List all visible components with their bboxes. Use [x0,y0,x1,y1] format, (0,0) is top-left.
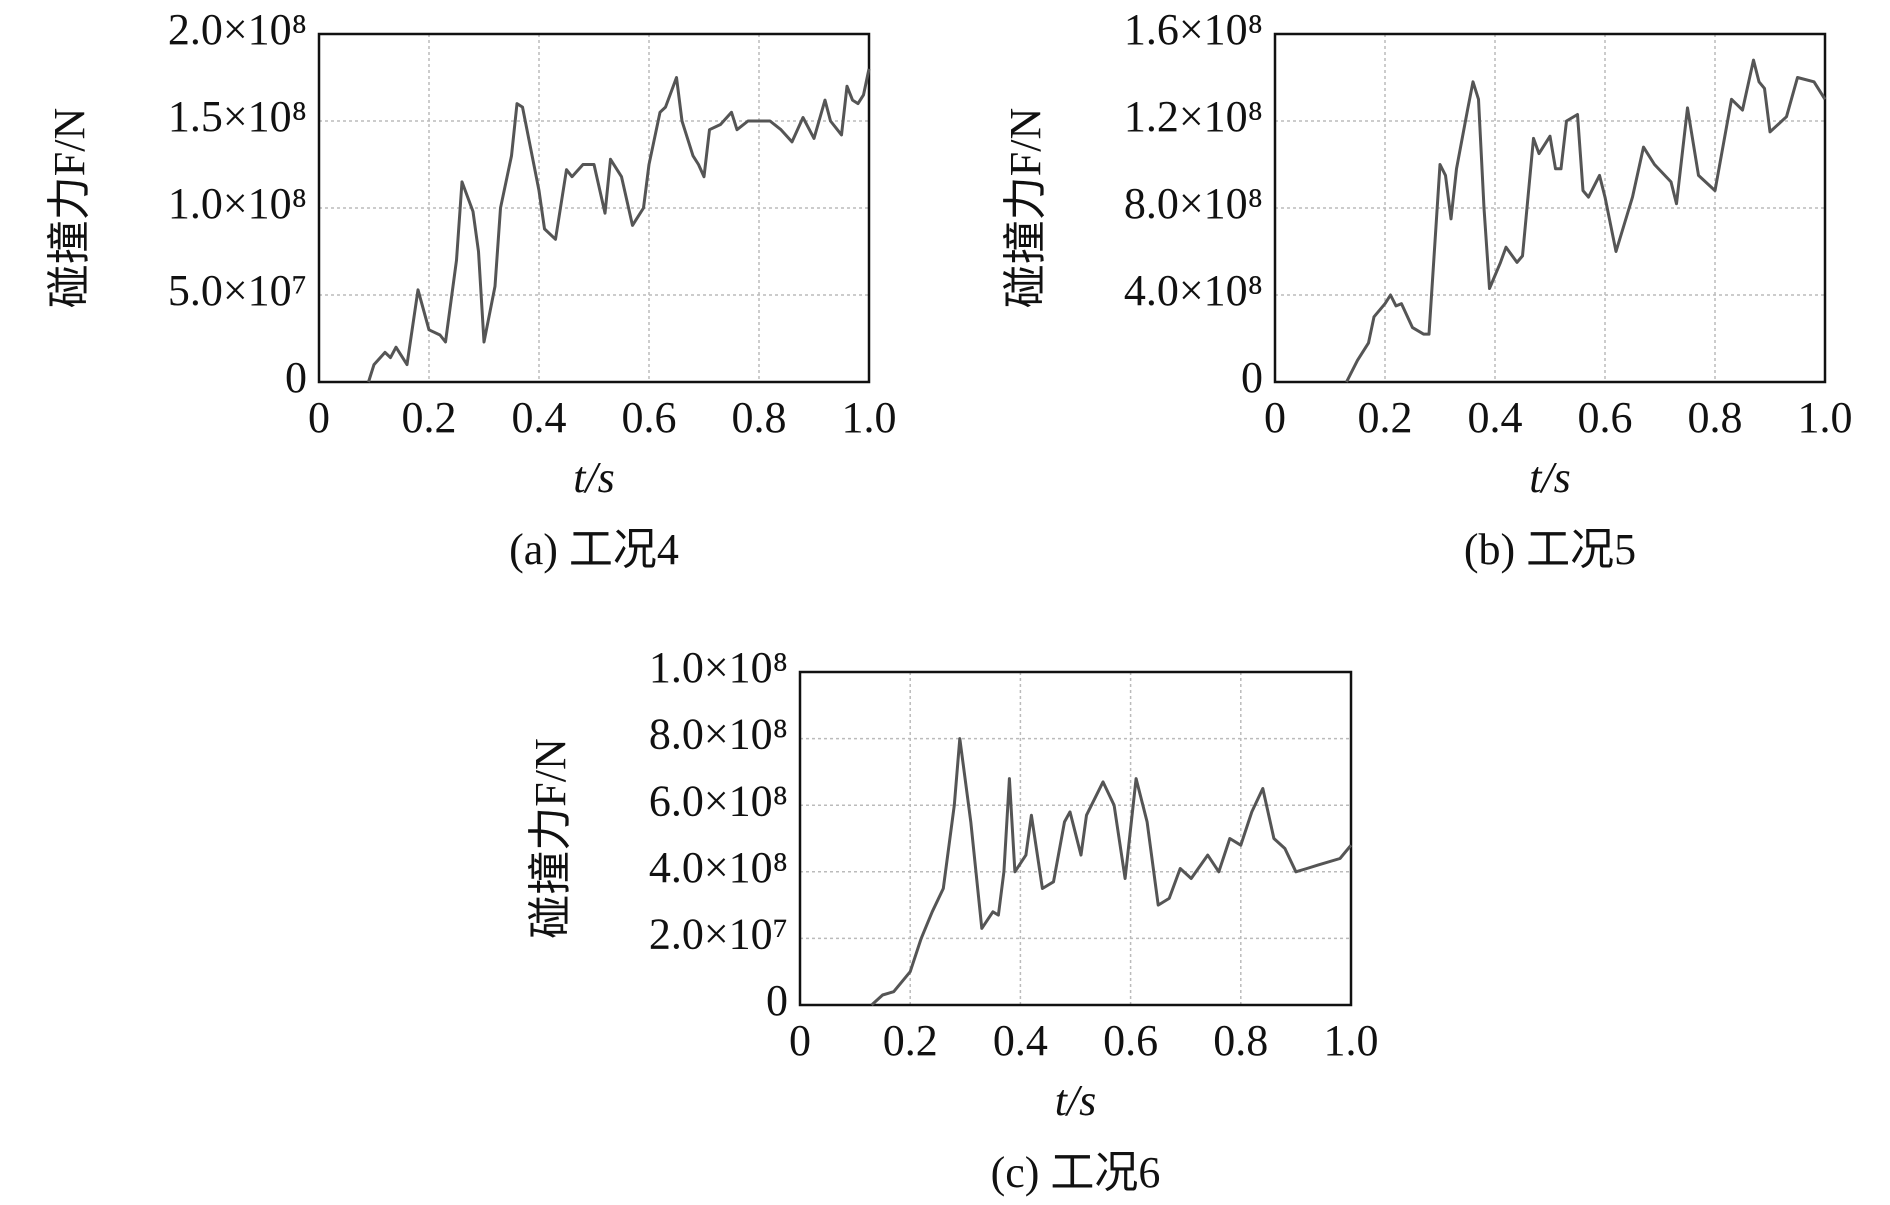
y-tick-label: 1.0×10⁸ [168,179,307,228]
y-tick-label: 2.0×10⁸ [168,5,307,54]
x-tick-label: 0.4 [512,393,567,442]
caption: (c) 工况6 [991,1148,1161,1197]
y-tick-label: 8.0×10⁸ [1124,179,1263,228]
y-tick-label: 2.0×10⁷ [649,909,788,958]
y-tick-label: 5.0×10⁷ [168,266,307,315]
data-line [1345,58,1827,383]
x-tick-label: 0 [308,393,330,442]
x-tick-label: 1.0 [1798,393,1853,442]
x-tick-label: 1.0 [1324,1016,1379,1065]
data-line [367,68,871,383]
y-tick-label: 6.0×10⁸ [649,776,788,825]
x-tick-label: 0.6 [1103,1016,1158,1065]
y-tick-label: 0 [285,353,307,402]
x-tick-label: 0.4 [993,1016,1048,1065]
x-tick-label: 0.8 [1213,1016,1268,1065]
y-axis-label: 碰撞力F/N [526,738,575,938]
y-tick-label: 1.2×10⁸ [1124,92,1263,141]
x-tick-label: 0 [789,1016,811,1065]
y-tick-label: 0 [1241,353,1263,402]
y-tick-label: 4.0×10⁸ [1124,266,1263,315]
x-axis-label: t/s [1529,453,1571,502]
x-tick-label: 1.0 [842,393,897,442]
plot-frame [798,670,1353,1007]
caption: (b) 工况5 [1464,525,1636,574]
x-axis-label: t/s [573,453,615,502]
x-tick-label: 0.2 [402,393,457,442]
plot-frame [317,32,871,384]
x-tick-label: 0.8 [732,393,787,442]
y-tick-label: 1.5×10⁸ [168,92,307,141]
data-line [870,737,1353,1007]
x-tick-label: 0.8 [1688,393,1743,442]
y-tick-label: 1.6×10⁸ [1124,5,1263,54]
x-tick-label: 0.6 [622,393,677,442]
caption: (a) 工况4 [509,525,679,574]
y-tick-label: 1.0×10⁸ [649,643,788,692]
plot-frame [1273,32,1827,384]
x-tick-label: 0.6 [1578,393,1633,442]
y-axis-label: 碰撞力F/N [1001,108,1050,308]
y-axis-label: 碰撞力F/N [45,108,94,308]
y-tick-label: 4.0×10⁸ [649,843,788,892]
y-tick-label: 8.0×10⁸ [649,710,788,759]
x-tick-label: 0.2 [883,1016,938,1065]
x-tick-label: 0.2 [1358,393,1413,442]
x-tick-label: 0 [1264,393,1286,442]
x-axis-label: t/s [1055,1076,1097,1125]
x-tick-label: 0.4 [1468,393,1523,442]
y-tick-label: 0 [766,976,788,1025]
